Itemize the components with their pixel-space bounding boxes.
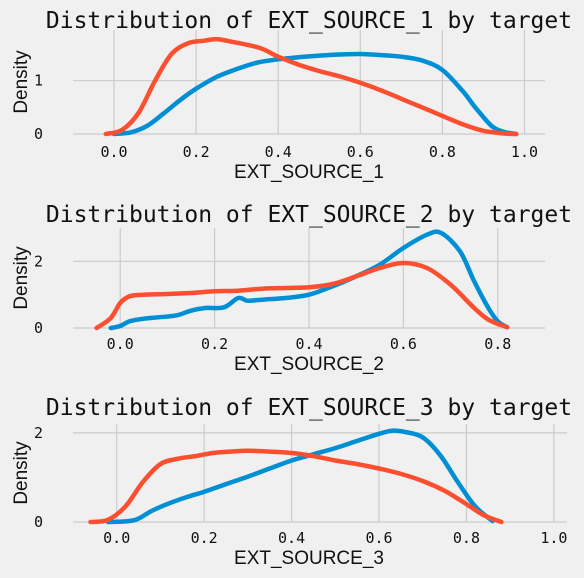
y-tick-label: 0 [34, 125, 43, 143]
x-tick-label: 0.8 [453, 529, 480, 547]
x-axis-label: EXT_SOURCE_3 [234, 548, 384, 569]
y-axis-label: Density [11, 441, 32, 505]
density-curve-target-0 [111, 51, 519, 137]
chart-panel-2: 0.0 0.2 0.4 0.6 0.8 0 2 Distribution of EXT_SOU… [11, 202, 572, 375]
x-tick-label: 0.8 [429, 143, 456, 161]
x-tick-label: 0.6 [365, 529, 392, 547]
x-tick-label: 0.0 [107, 335, 134, 353]
density-curve-target-1 [88, 448, 504, 525]
x-tick-label: 0.8 [484, 335, 511, 353]
x-axis-label: EXT_SOURCE_2 [234, 354, 384, 375]
y-axis-label: Density [11, 246, 32, 310]
y-tick-label: 2 [34, 424, 43, 442]
x-tick-label: 0.0 [100, 143, 127, 161]
x-tick-label: 0.4 [278, 529, 305, 547]
x-tick-label: 1.0 [511, 143, 538, 161]
chart-title: Distribution of EXT_SOURCE_3 by target [46, 395, 572, 421]
x-tick-label: 0.6 [347, 143, 374, 161]
x-tick-label: 0.2 [191, 529, 218, 547]
x-tick-label: 1.0 [540, 529, 567, 547]
density-curve-target-1 [103, 36, 519, 137]
x-tick-label: 0.6 [390, 335, 417, 353]
density-curve-target-0 [105, 428, 495, 525]
y-tick-label: 2 [34, 252, 43, 270]
density-curve-target-1 [94, 260, 510, 331]
chart-panel-1: 0.0 0.2 0.4 0.6 0.8 1.0 0 1 Distribution of EXT_… [11, 8, 572, 183]
x-axis-label: EXT_SOURCE_1 [234, 162, 384, 183]
chart-title: Distribution of EXT_SOURCE_2 by target [46, 202, 572, 228]
y-axis-label: Density [11, 50, 32, 114]
x-tick-label: 0.4 [265, 143, 292, 161]
x-tick-label: 0.4 [295, 335, 322, 353]
chart-title: Distribution of EXT_SOURCE_1 by target [46, 8, 572, 34]
x-tick-label: 0.2 [183, 143, 210, 161]
x-tick-label: 0.0 [103, 529, 130, 547]
y-tick-label: 0 [34, 513, 43, 531]
density-curve-target-0 [108, 229, 510, 331]
x-tick-label: 0.2 [201, 335, 228, 353]
y-tick-label: 0 [34, 319, 43, 337]
y-tick-label: 1 [34, 72, 43, 90]
